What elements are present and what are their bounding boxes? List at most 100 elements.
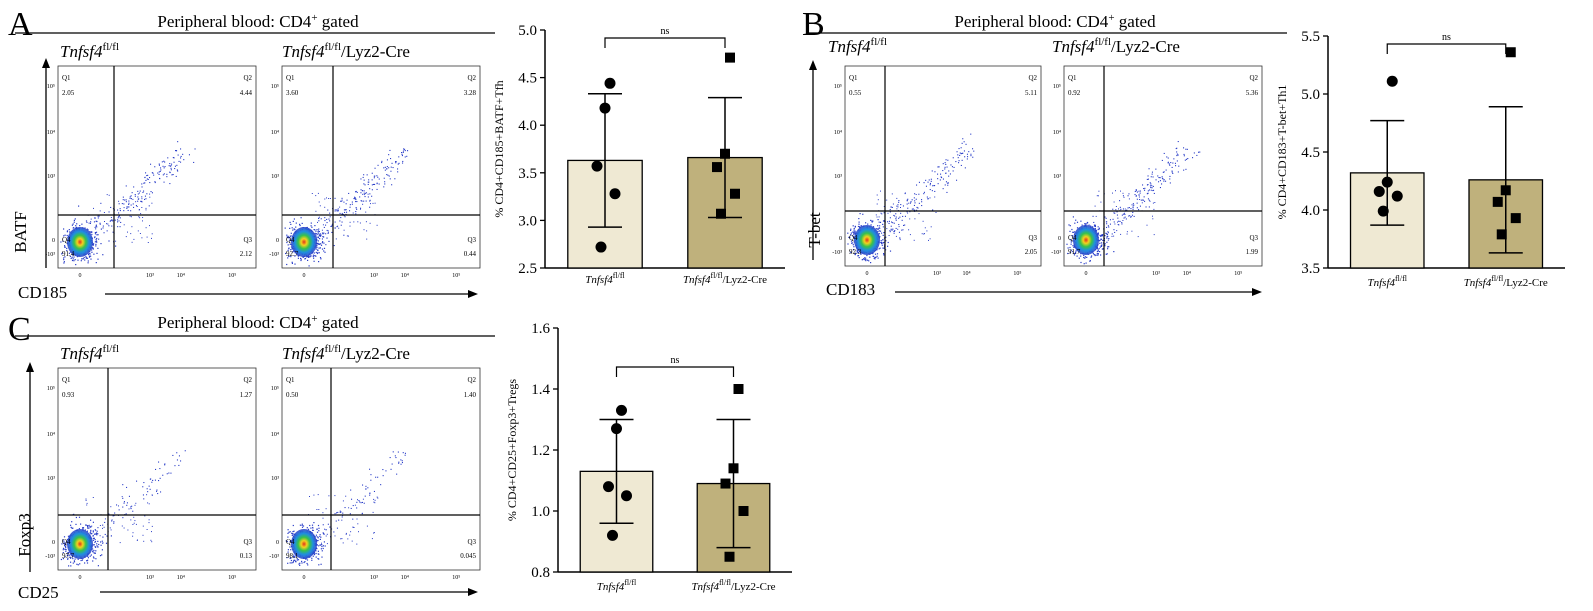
flow-event (889, 209, 891, 211)
flow-event (1107, 248, 1109, 250)
flow-event (874, 256, 876, 258)
data-point (1492, 196, 1503, 207)
flow-event (923, 191, 925, 193)
flow-event (126, 502, 128, 504)
group-label: Tnfsf4fl/fl/Lyz2-Cre (1052, 36, 1180, 56)
flow-event (72, 223, 74, 225)
y-tick-label: 10⁴ (1053, 130, 1061, 136)
flow-event (1096, 254, 1098, 256)
flow-event (106, 223, 108, 225)
flow-event (404, 452, 406, 454)
data-point (595, 241, 607, 253)
x-tick-label: 10⁴ (962, 271, 970, 277)
y-tick-label: 0 (52, 540, 55, 546)
flow-event (164, 166, 166, 168)
flow-event (1143, 199, 1144, 201)
flow-event (1128, 198, 1130, 200)
flow-event (126, 206, 128, 208)
flow-event (315, 556, 317, 558)
flow-event (1147, 178, 1149, 180)
flow-event (68, 252, 70, 254)
flow-event (882, 223, 884, 225)
flow-event (290, 549, 292, 551)
flow-event (928, 239, 929, 241)
flow-event (363, 179, 365, 181)
group-superscript: fl/fl (325, 343, 342, 355)
quadrant-label: Q1 (1068, 74, 1077, 82)
flow-event (336, 226, 338, 228)
flow-event (1096, 250, 1098, 253)
flow-event (960, 164, 962, 166)
flow-event (1135, 195, 1137, 197)
flow-event (67, 535, 70, 537)
quadrant-label: Q3 (243, 538, 252, 546)
flow-event (69, 556, 71, 558)
y-tick-label: 0 (839, 236, 842, 242)
flow-event (1099, 242, 1101, 244)
quadrant-value: 92.3 (849, 248, 862, 256)
flow-event (1131, 214, 1133, 216)
flow-event (306, 559, 309, 561)
flow-event (148, 503, 150, 505)
flow-event (128, 203, 130, 205)
flow-event (318, 261, 320, 263)
flow-event (875, 228, 877, 230)
flow-event (88, 527, 90, 529)
flow-event (369, 199, 371, 201)
flow-event (942, 188, 944, 190)
flow-event (898, 224, 900, 226)
flow-event (85, 524, 87, 526)
flow-event (327, 230, 329, 232)
flow-event (1073, 231, 1076, 233)
flow-event (1130, 208, 1132, 210)
flow-event (345, 209, 347, 211)
flow-event (65, 545, 67, 547)
flow-event (854, 225, 856, 227)
flow-event (290, 235, 292, 237)
quadrant-value: 1.99 (1246, 248, 1259, 256)
flow-event (1175, 165, 1177, 167)
quadrant-value: 0.50 (286, 391, 299, 399)
flow-event (317, 234, 319, 236)
flow-event (891, 221, 893, 223)
flow-event (323, 541, 325, 543)
flow-event (137, 196, 139, 198)
flow-event (322, 532, 324, 534)
flow-event (136, 539, 138, 541)
flow-event (1098, 228, 1100, 230)
flow-event (1105, 253, 1107, 255)
flow-event (390, 158, 392, 160)
flow-event (111, 520, 113, 522)
flow-event (882, 220, 884, 222)
flow-event (317, 236, 319, 238)
flow-event (82, 258, 84, 260)
flow-event (1158, 177, 1160, 179)
flow-event (289, 546, 291, 548)
flow-event (133, 206, 135, 208)
flow-event (163, 181, 165, 183)
flow-event (388, 167, 390, 169)
flow-event (386, 166, 388, 168)
flow-event (363, 174, 365, 176)
flow-event (357, 523, 359, 525)
flow-event (80, 260, 82, 262)
flow-event (318, 201, 320, 203)
flow-event (119, 208, 121, 210)
flow-event (119, 226, 121, 228)
flow-event (1113, 235, 1115, 237)
flow-event (1086, 221, 1088, 224)
flow-event (1097, 234, 1099, 236)
flow-event (85, 220, 88, 222)
flow-event (86, 221, 88, 223)
data-point (716, 208, 726, 219)
flow-event (293, 559, 295, 561)
flow-event (878, 221, 880, 223)
flow-event (337, 210, 339, 212)
flow-event (290, 249, 292, 251)
flow-event (292, 251, 294, 253)
flow-event (921, 201, 923, 203)
flow-event (383, 177, 385, 179)
flow-event (355, 199, 357, 201)
data-point (1505, 47, 1516, 58)
flow-event (86, 560, 88, 562)
